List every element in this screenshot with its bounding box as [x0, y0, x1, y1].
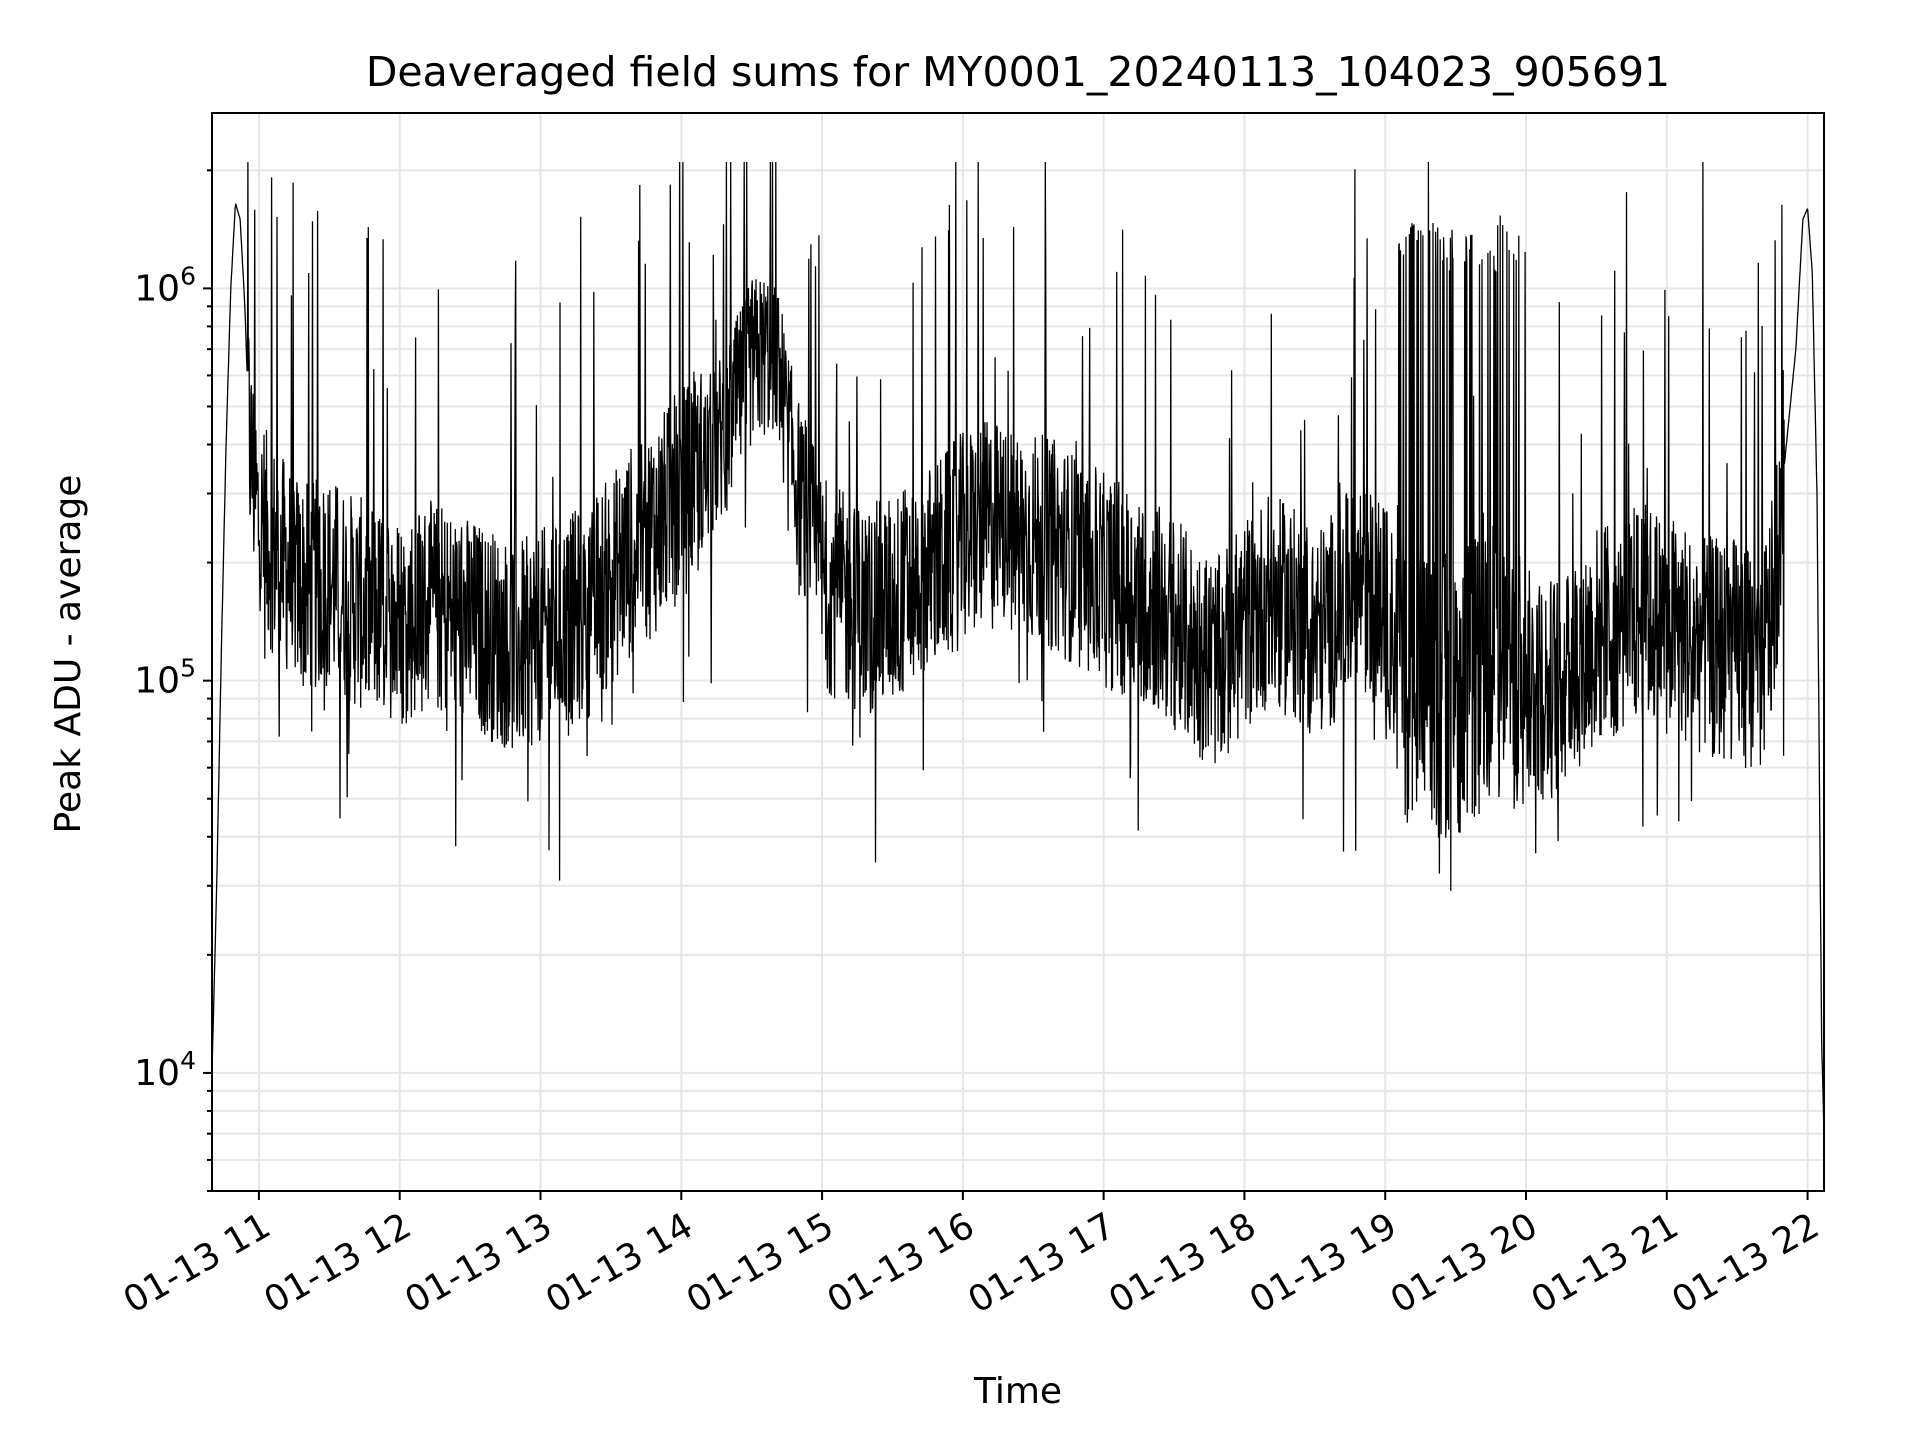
- x-tick-label: 01-13 16: [821, 1205, 982, 1321]
- x-tick-label: 01-13 12: [258, 1205, 419, 1321]
- x-tick-label: 01-13 15: [680, 1205, 841, 1321]
- x-tick-label: 01-13 11: [117, 1205, 278, 1321]
- x-tick-label: 01-13 13: [398, 1205, 559, 1321]
- x-tick-label: 01-13 21: [1525, 1205, 1686, 1321]
- y-axis-label: Peak ADU - average: [48, 475, 89, 834]
- y-tick-label: 104: [134, 1046, 196, 1094]
- x-tick-label: 01-13 22: [1665, 1205, 1826, 1321]
- x-tick-label: 01-13 17: [961, 1205, 1122, 1321]
- y-tick-base: 10: [134, 1053, 180, 1094]
- plot-frame: [211, 112, 1825, 1192]
- series-layer: [211, 161, 1825, 1123]
- y-tick-base: 10: [134, 661, 180, 702]
- x-tick-label: 01-13 20: [1384, 1205, 1545, 1321]
- y-tick-exponent: 5: [180, 654, 196, 683]
- chart-title: Deaveraged field sums for MY0001_2024011…: [366, 48, 1670, 96]
- data-series-line: [211, 161, 1825, 1123]
- x-tick-label: 01-13 14: [539, 1205, 700, 1321]
- x-tick-label: 01-13 19: [1243, 1205, 1404, 1321]
- y-tick-label: 105: [134, 654, 196, 702]
- y-tick-base: 10: [134, 268, 180, 309]
- y-tick-exponent: 4: [180, 1046, 196, 1075]
- y-tick-label: 106: [134, 261, 196, 309]
- y-tick-exponent: 6: [180, 261, 196, 290]
- x-tick-label: 01-13 18: [1102, 1205, 1263, 1321]
- x-axis-label: Time: [973, 1371, 1062, 1412]
